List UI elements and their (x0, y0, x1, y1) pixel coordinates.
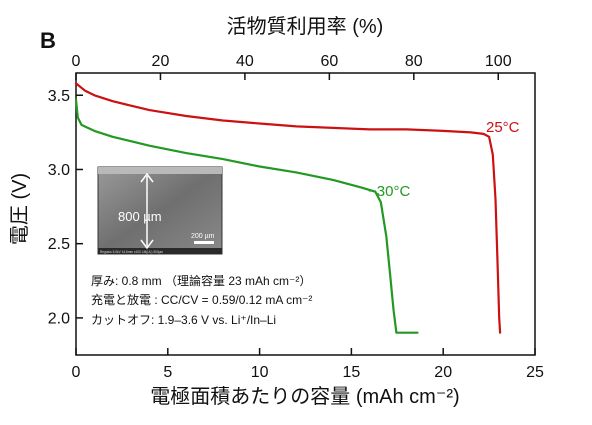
series-layer (74, 82, 502, 334)
series-line-minus30c (74, 98, 419, 334)
y-tick-label: 3.0 (48, 162, 70, 179)
panel-letter: B (40, 28, 56, 53)
x-axis-ticks: 0 5 10 15 20 25 (72, 348, 544, 381)
sem-image (97, 166, 223, 255)
x-tick-label: 5 (163, 364, 172, 381)
sem-footer-band (98, 248, 222, 254)
x-tick-label: 15 (343, 364, 361, 381)
scalebar (194, 241, 214, 244)
plot-frame (75, 72, 536, 356)
series-label-25c: 25°C (486, 119, 520, 136)
y-axis-title: 電圧 (V) (9, 173, 31, 245)
x-axis-title: 電極面積あたりの容量 (mAh cm⁻²) (150, 385, 459, 408)
note-charge-discharge: 充電と放電 : CC/CV = 0.59/0.12 mA cm⁻² (91, 292, 312, 307)
y-tick-label: 3.5 (48, 88, 70, 105)
x-tick-label: 10 (251, 364, 269, 381)
note-cutoff: カットオフ: 1.9–3.6 V vs. Li⁺/In–Li (91, 313, 276, 327)
x-tick-label: 0 (72, 364, 81, 381)
scalebar-label: 200 µm (191, 233, 215, 240)
y-tick-label: 2.5 (48, 236, 70, 253)
thickness-arrow-head-top (140, 172, 154, 183)
y-axis-ticks: 2.0 2.5 3.0 3.5 (48, 88, 83, 327)
top-axis-title: 活物質利用率 (%) (227, 15, 384, 38)
top-tick-label: 80 (405, 53, 423, 70)
x-tick-label: 20 (434, 364, 452, 381)
top-tick-label: 40 (236, 53, 254, 70)
top-tick-label: 0 (72, 53, 81, 70)
series-line-25c (74, 82, 502, 334)
x-tick-label: 25 (526, 364, 544, 381)
sem-footer-text: Regulus 5.0kV 14.6mm x100 LM(UL) 500µm (100, 250, 163, 254)
sem-inset-image: Regulus 5.0kV 14.6mm x100 LM(UL) 500µm 8… (97, 166, 223, 255)
sem-top-band (98, 167, 222, 174)
top-axis-ticks: 0 20 40 60 80 100 (72, 53, 512, 80)
series-label-minus30c: −30°C (368, 183, 410, 200)
y-tick-label: 2.0 (48, 310, 70, 327)
top-tick-label: 100 (485, 53, 512, 70)
top-tick-label: 60 (320, 53, 338, 70)
thickness-label: 800 µm (118, 209, 162, 224)
thickness-arrow-head-bottom (140, 239, 154, 250)
top-tick-label: 20 (152, 53, 170, 70)
note-thickness: 厚み: 0.8 mm （理論容量 23 mAh cm⁻²） (91, 273, 311, 288)
